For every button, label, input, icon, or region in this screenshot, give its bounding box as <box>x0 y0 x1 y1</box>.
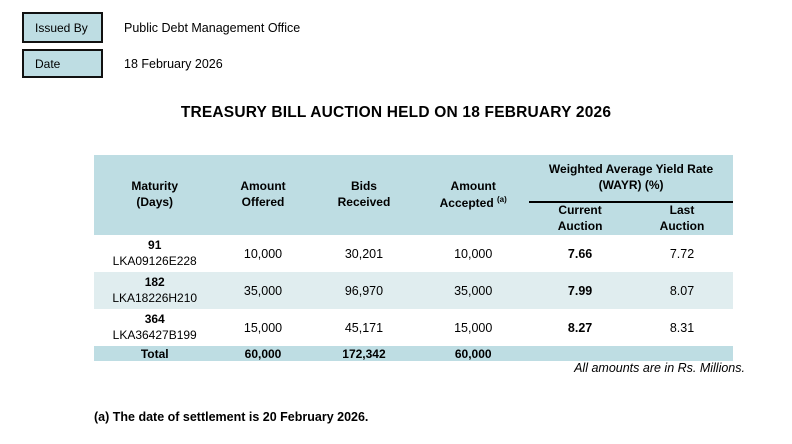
table-row-364: 364 LKA36427B199 15,000 45,171 15,000 8.… <box>94 309 733 346</box>
amount-offered-cell: 10,000 <box>215 235 311 272</box>
header-maturity: Maturity (Days) <box>94 155 216 235</box>
date-label: Date <box>35 56 61 71</box>
table-row-182: 182 LKA18226H210 35,000 96,970 35,000 7.… <box>94 272 733 309</box>
maturity-days: 182 <box>144 274 165 289</box>
total-wayr-last-cell <box>631 346 733 361</box>
auction-table-wrap: Maturity (Days) Amount Offered Bids Rece… <box>94 155 733 361</box>
header-amount-accepted: Amount Accepted (a) <box>417 155 530 235</box>
total-bids-cell: 172,342 <box>310 346 418 361</box>
amount-accepted-cell: 15,000 <box>417 309 530 346</box>
header-bids-received: Bids Received <box>310 155 418 235</box>
total-accepted-cell: 60,000 <box>417 346 530 361</box>
bids-received-cell: 30,201 <box>310 235 418 272</box>
isin-code: LKA09126E228 <box>112 253 197 268</box>
maturity-days: 91 <box>148 237 162 252</box>
isin-code: LKA18226H210 <box>112 290 198 305</box>
total-label-cell: Total <box>94 346 216 361</box>
table-total-row: Total 60,000 172,342 60,000 <box>94 346 733 361</box>
total-wayr-current-cell <box>529 346 632 361</box>
wayr-last-cell: 8.31 <box>631 309 733 346</box>
issued-by-label: Issued By <box>35 20 88 35</box>
page-title: TREASURY BILL AUCTION HELD ON 18 FEBRUAR… <box>180 104 612 121</box>
issued-by-value: Public Debt Management Office <box>124 21 301 35</box>
issued-by-box: Issued By <box>22 12 103 43</box>
header-amount-offered: Amount Offered <box>215 155 311 235</box>
date-box: Date <box>22 49 103 78</box>
wayr-last-cell: 8.07 <box>631 272 733 309</box>
isin-code: LKA36427B199 <box>112 327 197 342</box>
amount-accepted-cell: 10,000 <box>417 235 530 272</box>
header-amount-accepted-text: Amount Accepted <box>439 178 496 210</box>
settlement-footnote: (a) The date of settlement is 20 Februar… <box>94 410 369 424</box>
header-amount-accepted-footnote-ref: (a) <box>497 194 507 204</box>
amount-accepted-cell: 35,000 <box>417 272 530 309</box>
maturity-cell: 364 LKA36427B199 <box>94 309 216 346</box>
header-last-auction: Last Auction <box>631 202 733 235</box>
maturity-cell: 182 LKA18226H210 <box>94 272 216 309</box>
header-wayr-group: Weighted Average Yield Rate (WAYR) (%) <box>529 155 733 203</box>
maturity-cell: 91 LKA09126E228 <box>94 235 216 272</box>
table-row-91: 91 LKA09126E228 10,000 30,201 10,000 7.6… <box>94 235 733 272</box>
amounts-unit-note: All amounts are in Rs. Millions. <box>574 361 745 375</box>
auction-table: Maturity (Days) Amount Offered Bids Rece… <box>94 155 733 361</box>
bids-received-cell: 45,171 <box>310 309 418 346</box>
amount-offered-cell: 15,000 <box>215 309 311 346</box>
maturity-days: 364 <box>144 311 165 326</box>
amount-offered-cell: 35,000 <box>215 272 311 309</box>
wayr-current-cell: 7.66 <box>529 235 632 272</box>
date-value: 18 February 2026 <box>124 57 223 71</box>
table-header: Maturity (Days) Amount Offered Bids Rece… <box>94 155 733 235</box>
header-current-auction: Current Auction <box>529 202 632 235</box>
wayr-last-cell: 7.72 <box>631 235 733 272</box>
wayr-current-cell: 8.27 <box>529 309 632 346</box>
wayr-current-cell: 7.99 <box>529 272 632 309</box>
bids-received-cell: 96,970 <box>310 272 418 309</box>
total-offered-cell: 60,000 <box>215 346 311 361</box>
